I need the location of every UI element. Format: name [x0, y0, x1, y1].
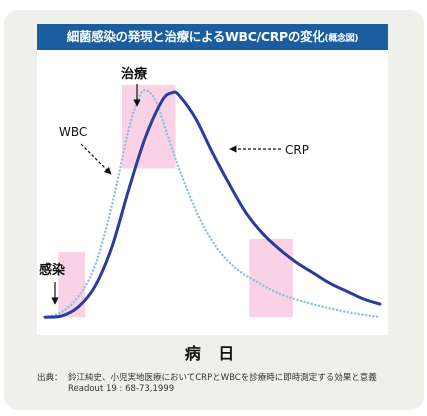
- source-reference: Readout 19 : 68-73,1999: [68, 384, 175, 394]
- highlight-box-3: [249, 238, 293, 318]
- annotation-label-crp: CRP: [285, 143, 309, 157]
- chart-title: 細菌感染の発現と治療によるWBC/CRPの変化(概念図): [37, 24, 388, 50]
- series-crp-line: [43, 90, 382, 319]
- highlight-box-1: [58, 251, 86, 318]
- series-wbc-line: [43, 88, 382, 319]
- source-citation: 鈴江純史、小児実地医療においてCRPとWBCを診療時に即時測定する効果と意義: [68, 373, 377, 383]
- chart-title-main: 細菌感染の発現と治療によるWBC/CRPの変化: [66, 29, 325, 44]
- chart-title-note: (概念図): [324, 34, 359, 44]
- x-axis-label: 病 日: [184, 344, 241, 363]
- annotation-label-wbc: WBC: [59, 125, 87, 139]
- plot-area: 感染 治療 WBC CRP: [37, 50, 388, 335]
- source-prefix: 出典：: [37, 373, 63, 383]
- chart-svg: 感染 治療 WBC CRP: [39, 66, 382, 319]
- annotation-arrow-wbc: [80, 143, 112, 175]
- annotation-label-treatment: 治療: [121, 66, 148, 82]
- annotation-label-infection: 感染: [39, 262, 66, 278]
